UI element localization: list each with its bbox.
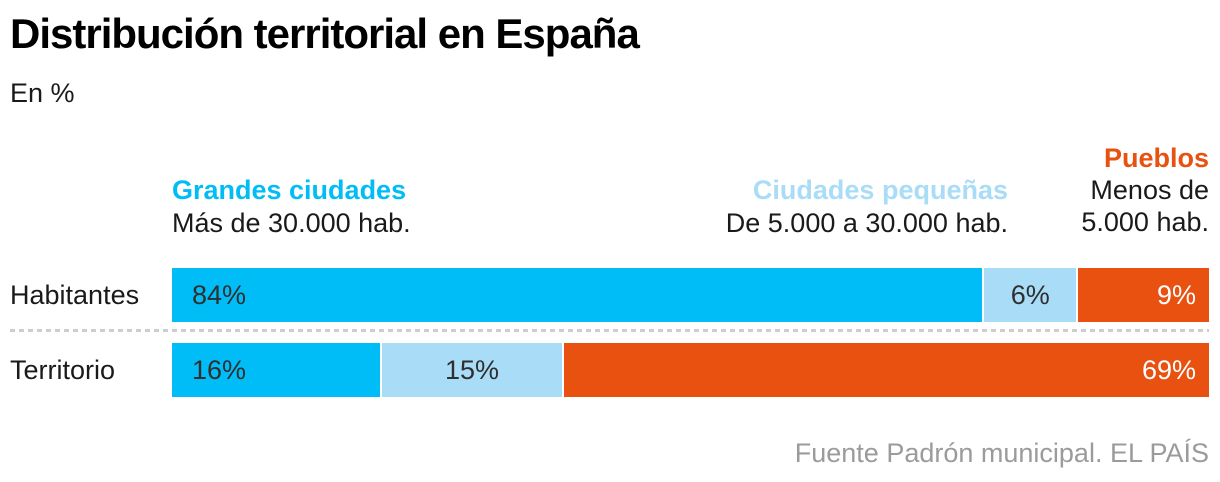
bar-value-label: 16% [192, 355, 247, 385]
legend-sublabel: Menos de [1090, 175, 1209, 205]
bar-value-label: 15% [444, 355, 499, 385]
source-note: Fuente Padrón municipal. EL PAÍS [794, 438, 1209, 468]
bar-segment-ciudades-pequenas: 6% [984, 268, 1077, 322]
bar-value-label: 69% [1141, 355, 1196, 385]
legend-sublabel: Más de 30.000 hab. [172, 208, 411, 238]
bar-segment-pueblos: 9% [1078, 268, 1209, 322]
page-subtitle: En % [10, 78, 75, 108]
legend-sublabel: 5.000 hab. [1081, 207, 1209, 237]
bar-value-label: 84% [192, 280, 247, 310]
bar-row-territorio: Territorio 16% 15% 69% [0, 343, 1220, 397]
legend-grandes-ciudades: Grandes ciudades Más de 30.000 hab. [172, 174, 411, 240]
bar-segment-grandes-ciudades: 16% [172, 343, 381, 397]
stacked-bar: 84% 6% 9% [172, 268, 1209, 322]
legend-label: Grandes ciudades [172, 175, 407, 205]
bar-segment-grandes-ciudades: 84% [172, 268, 983, 322]
row-label: Territorio [10, 355, 116, 385]
legend-pueblos: Pueblos Menos de 5.000 hab. [1081, 142, 1209, 238]
bar-value-label: 6% [1010, 280, 1050, 310]
bar-segment-pueblos: 69% [563, 343, 1209, 397]
legend-label: Pueblos [1103, 143, 1209, 173]
legend-label: Ciudades pequeñas [752, 175, 1008, 205]
stacked-bar: 16% 15% 69% [172, 343, 1209, 397]
bar-value-label: 9% [1156, 280, 1196, 310]
bar-segment-ciudades-pequenas: 15% [382, 343, 562, 397]
row-separator-dotted [10, 329, 1209, 332]
row-label: Habitantes [10, 280, 140, 310]
legend-sublabel: De 5.000 a 30.000 hab. [725, 208, 1008, 238]
bar-row-habitantes: Habitantes 84% 6% 9% [0, 268, 1220, 322]
legend-ciudades-pequenas: Ciudades pequeñas De 5.000 a 30.000 hab. [726, 174, 1008, 240]
page-title: Distribución territorial en España [10, 10, 640, 57]
